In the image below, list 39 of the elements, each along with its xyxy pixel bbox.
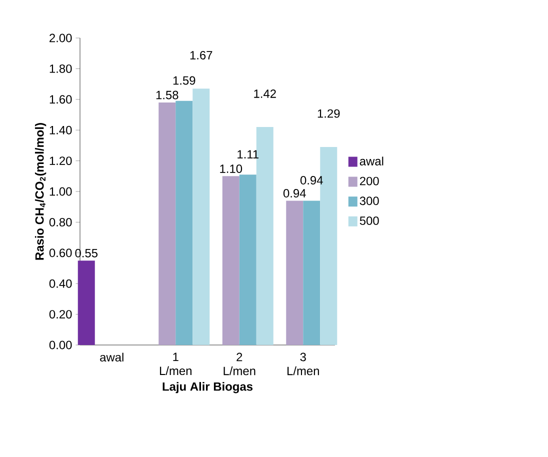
legend-label: 500 [360,216,379,225]
bar [303,200,320,345]
bar [222,176,240,345]
bar [158,102,176,345]
y-tick-label: 1.80 [50,64,72,73]
y-tick-label: 0.20 [49,310,72,319]
bar [286,200,304,345]
data-label: 1.58 [156,90,178,100]
x-axis-title: Laju Alir Biogas [162,382,253,394]
y-tick-label: 0.60 [49,248,72,258]
data-label: 0.94 [300,176,323,184]
bar [192,88,210,345]
bar [239,174,256,345]
data-label: 0.94 [283,189,306,198]
data-label: 1.10 [220,164,242,173]
y-axis-title: Rasio CH$_{4}$/CO$_{2}$(mol/mol) [34,123,46,260]
y-tick-label: 1.20 [50,156,72,166]
data-label: 0.55 [75,248,98,258]
data-label: 1.29 [318,109,340,118]
x-tick-label: awal [100,352,124,362]
x-tick-label: 3 L/men [287,352,319,376]
legend-label: awal [360,156,384,166]
legend-label: 300 [360,196,379,206]
y-tick-label: 1.40 [50,126,72,134]
y-tick-label: 0.40 [49,279,72,288]
legend-label: 200 [360,176,379,186]
y-tick-label: 0.80 [49,218,72,226]
bar [176,100,193,345]
data-label: 1.59 [173,76,196,85]
y-tick-label: 1.00 [50,187,72,196]
bar [78,260,95,345]
data-label: 1.42 [254,89,276,98]
y-tick-label: 0.00 [49,340,72,350]
x-tick-label: 2 L/men [224,352,256,376]
data-label: 1.67 [190,50,212,60]
y-tick-label: 2.00 [50,34,72,42]
y-tick-label: 1.60 [50,95,72,104]
data-label: 1.11 [238,150,258,158]
x-tick-label: 1 L/men [160,352,192,376]
